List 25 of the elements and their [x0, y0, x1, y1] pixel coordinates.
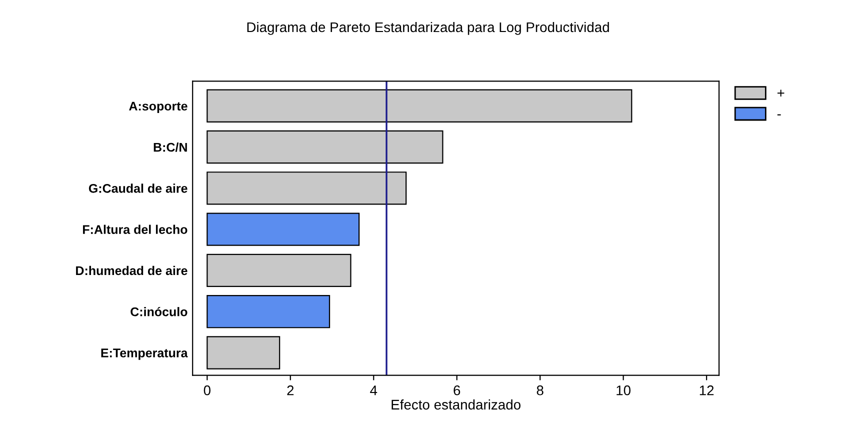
x-tick-label: 8 [536, 385, 544, 396]
bar [206, 172, 407, 205]
bar [206, 294, 330, 328]
y-tick-label: G:Caudal de aire [88, 184, 188, 193]
y-tick-label: E:Temperatura [101, 348, 188, 360]
y-tick-label: C:inóculo [130, 306, 188, 316]
y-tick-label: A:soporte [129, 102, 188, 114]
x-tick-label: 6 [454, 385, 460, 396]
x-tick-label: 12 [700, 385, 714, 396]
bar [206, 89, 632, 122]
x-axis-title: Efecto estandarizado [392, 399, 520, 410]
x-tick-label: 2 [287, 385, 294, 396]
x-tick-label: 4 [370, 386, 378, 396]
bar [206, 336, 280, 370]
chart-title: Diagrama de Pareto Estandarizada para Log Productividad [247, 22, 609, 35]
bar [206, 130, 444, 164]
bar [206, 212, 360, 246]
x-tick-label: 10 [616, 385, 631, 396]
legend-label: - [777, 114, 781, 116]
y-tick-label: F:Altura del lecho [83, 224, 188, 234]
x-tick-label: 0 [204, 385, 210, 396]
legend-label: + [777, 90, 784, 97]
bar [206, 254, 352, 288]
y-tick-label: B:C/N [154, 142, 187, 152]
y-tick-label: D:humedad de aire [76, 266, 188, 276]
